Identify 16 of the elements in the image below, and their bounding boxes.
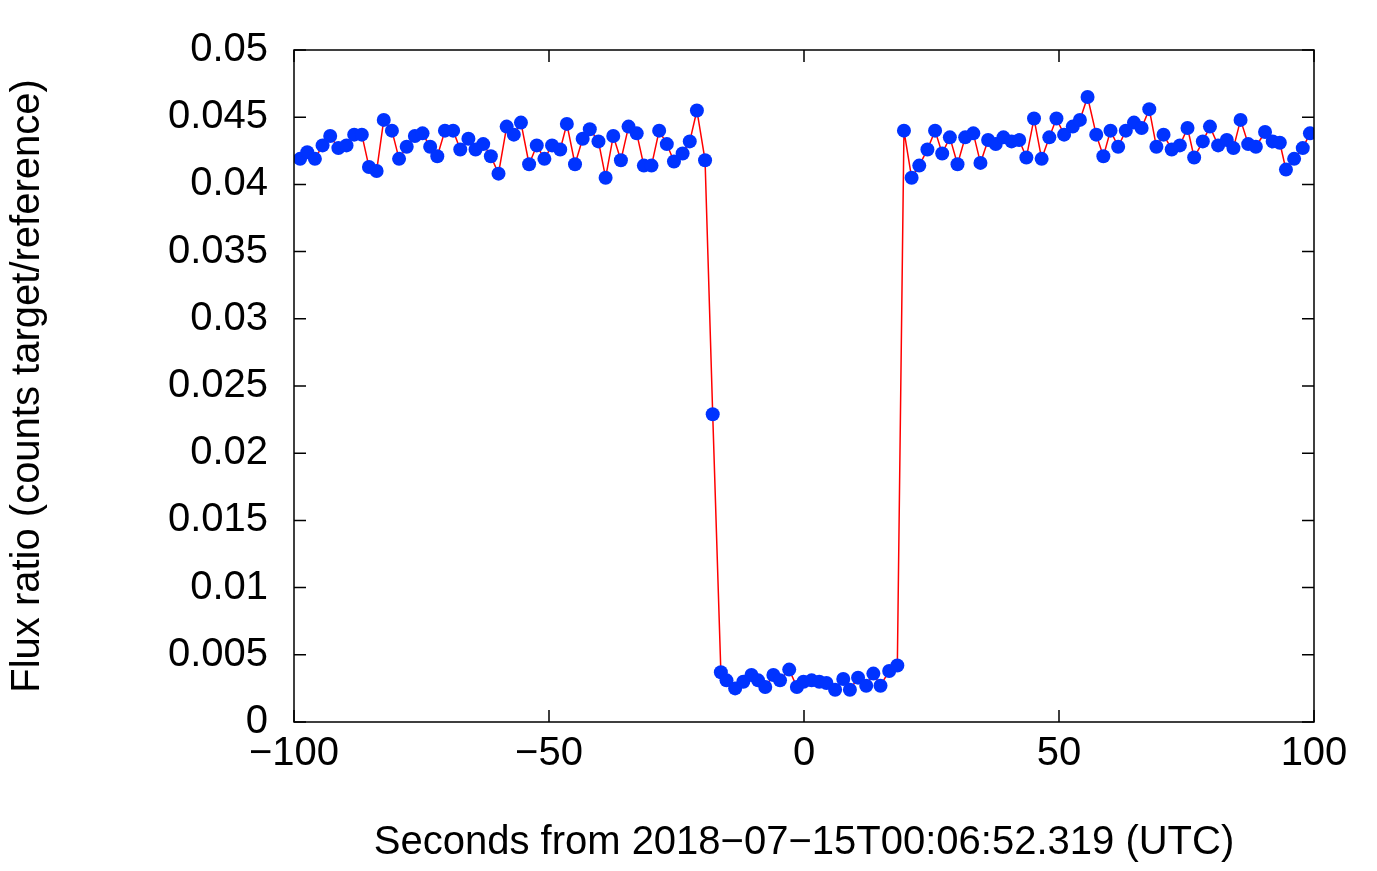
y-tick-label: 0.015 xyxy=(167,495,268,540)
x-tick-label: 50 xyxy=(1036,729,1082,774)
y-axis-title: Flux ratio (counts target/reference) xyxy=(3,79,48,693)
x-tick-label: −50 xyxy=(515,729,583,774)
y-tick-label: 0.025 xyxy=(167,361,268,406)
y-tick-label: 0.005 xyxy=(167,629,268,674)
y-tick-label: 0.04 xyxy=(190,159,268,204)
y-tick-label: 0.045 xyxy=(167,92,268,137)
y-tick-label: 0.05 xyxy=(190,25,268,70)
y-tick-label: 0.03 xyxy=(190,293,268,338)
x-axis-title: Seconds from 2018−07−15T00:06:52.319 (UTC) xyxy=(373,818,1235,863)
y-tick-label: 0.01 xyxy=(190,562,268,607)
x-tick-label: 0 xyxy=(792,729,816,774)
y-tick-label: 0.035 xyxy=(167,226,268,271)
y-tick-label: 0.02 xyxy=(190,428,268,473)
x-tick-label: 100 xyxy=(1280,729,1348,774)
